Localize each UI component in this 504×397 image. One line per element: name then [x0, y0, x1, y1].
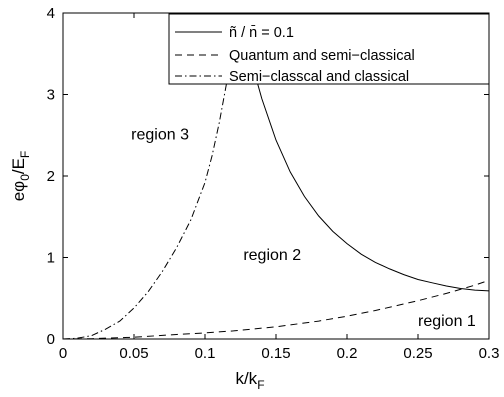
- series-line-dashed: [62, 279, 490, 340]
- x-tick-label: 0.25: [403, 345, 432, 362]
- series-line-solid: [240, 12, 490, 292]
- y-tick-label: 4: [47, 5, 55, 22]
- x-tick-label: 0: [59, 345, 67, 362]
- region-label: region 1: [418, 313, 476, 330]
- x-axis-label-sub: F: [257, 378, 264, 392]
- y-tick-label: 0: [47, 331, 55, 348]
- x-tick-label: 0.1: [195, 345, 216, 362]
- region-label: region 2: [243, 247, 301, 264]
- region-label: region 3: [131, 126, 189, 143]
- curves: [62, 12, 490, 340]
- annotations: region 3 region 2 region 1: [131, 126, 476, 330]
- legend-entry-dashdot: Semi−classcal and classical: [229, 69, 409, 85]
- plot-frame: [62, 12, 490, 340]
- x-tick-label: 0.2: [337, 345, 358, 362]
- x-tick-label: 0.3: [479, 345, 500, 362]
- y-axis-label-main: eφ: [9, 181, 28, 201]
- legend-entry-dashed: Quantum and semi−classical: [229, 48, 415, 64]
- y-axis-label: eφ0/EF: [9, 151, 32, 202]
- x-tick-label: 0.15: [261, 345, 290, 362]
- x-tick-label: 0.05: [119, 345, 148, 362]
- x-axis-label-main: k/k: [235, 369, 257, 388]
- y-tick-label: 3: [47, 87, 55, 104]
- y-tick-label: 2: [47, 168, 55, 185]
- legend: ñ / n̄ = 0.1 Quantum and semi−classical …: [168, 13, 490, 85]
- y-axis-label-sub0: 0: [18, 174, 32, 181]
- axis-ticks: 0 0.05 0.1 0.15 0.2 0.25 0.3 0 1 2 3 4: [47, 5, 500, 362]
- series-line-dashdot: [62, 12, 239, 340]
- legend-entry-solid: ñ / n̄ = 0.1: [229, 25, 294, 41]
- y-tick-label: 1: [47, 250, 55, 267]
- y-axis-label-mid: /E: [9, 158, 28, 174]
- legend-box: [168, 13, 490, 85]
- y-axis-label-sub1: F: [18, 151, 32, 158]
- x-axis-label: k/kF: [235, 369, 264, 392]
